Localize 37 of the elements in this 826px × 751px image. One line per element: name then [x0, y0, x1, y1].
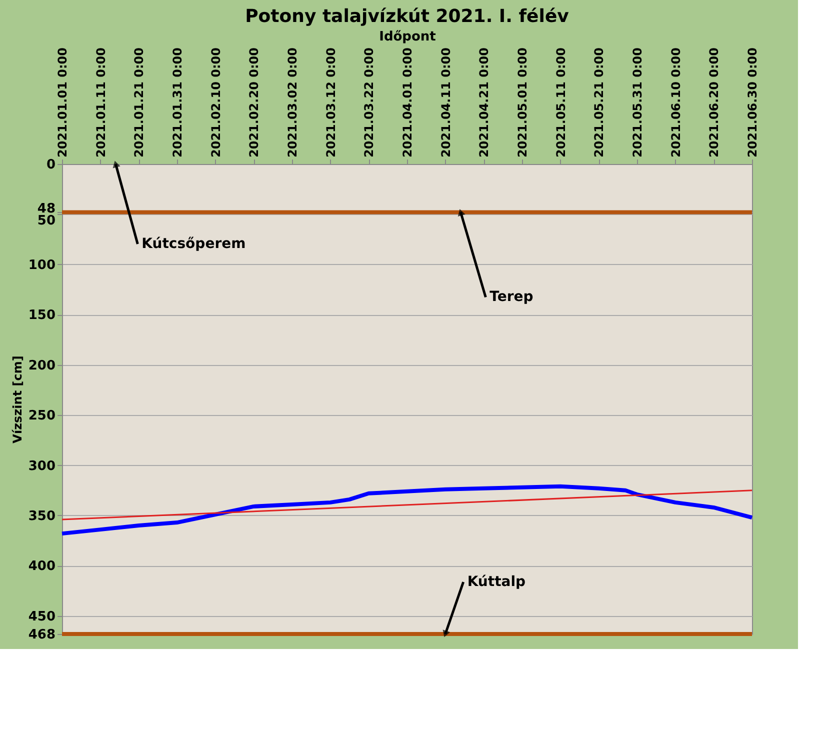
- y-axis-title: Vízszint [cm]: [10, 356, 24, 444]
- y-tick-label: 100: [28, 258, 56, 273]
- y-tick-label: 350: [28, 508, 56, 524]
- x-tick-label: 2021.02.10 0:00: [208, 48, 223, 158]
- y-tick-label: 0: [46, 158, 56, 172]
- x-tick-label: 2021.04.01 0:00: [400, 48, 414, 158]
- x-tick-label: 2021.03.22 0:00: [362, 48, 376, 158]
- chart-title: Potony talajvízkút 2021. I. félév: [245, 6, 570, 28]
- x-tick-label: 2021.05.21 0:00: [592, 48, 606, 158]
- y-tick-label: 300: [28, 458, 56, 474]
- x-tick-label: 2021.03.02 0:00: [286, 48, 300, 158]
- y-tick-label: 200: [28, 358, 56, 374]
- x-tick-label: 2021.04.21 0:00: [477, 48, 492, 158]
- y-tick-label: 400: [28, 559, 56, 574]
- y-tick-label: 50: [37, 214, 56, 229]
- x-tick-label: 2021.06.20 0:00: [707, 48, 722, 158]
- x-tick-label: 2021.01.01 0:00: [56, 48, 70, 158]
- x-tick-label: 2021.05.11 0:00: [554, 48, 568, 158]
- x-tick-label: 2021.01.21 0:00: [132, 48, 146, 158]
- y-tick-label: 150: [28, 308, 56, 324]
- x-tick-label: 2021.05.01 0:00: [516, 48, 530, 158]
- line-series: [60, 484, 754, 536]
- x-tick-label: 2021.04.11 0:00: [438, 48, 453, 158]
- x-tick-label: 2021.01.11 0:00: [94, 48, 108, 158]
- x-tick-label: 2021.05.31 0:00: [630, 48, 644, 158]
- y-tick-label: 468: [28, 628, 56, 642]
- x-axis-title: Időpont: [379, 30, 436, 45]
- y-tick-label: 450: [28, 609, 56, 624]
- annotation: Terep: [490, 289, 534, 306]
- x-tick-label: 2021.01.31 0:00: [170, 48, 184, 158]
- x-tick-label: 2021.06.10 0:00: [668, 48, 683, 158]
- y-tick-label: 250: [28, 408, 56, 424]
- x-tick-label: 2021.02.20 0:00: [247, 48, 262, 158]
- x-tick-label: 2021.06.30 0:00: [746, 48, 760, 158]
- annotation: Kútcsőperem: [142, 236, 246, 252]
- annotation: Kúttalp: [467, 574, 526, 590]
- x-tick-label: 2021.03.12 0:00: [324, 48, 338, 158]
